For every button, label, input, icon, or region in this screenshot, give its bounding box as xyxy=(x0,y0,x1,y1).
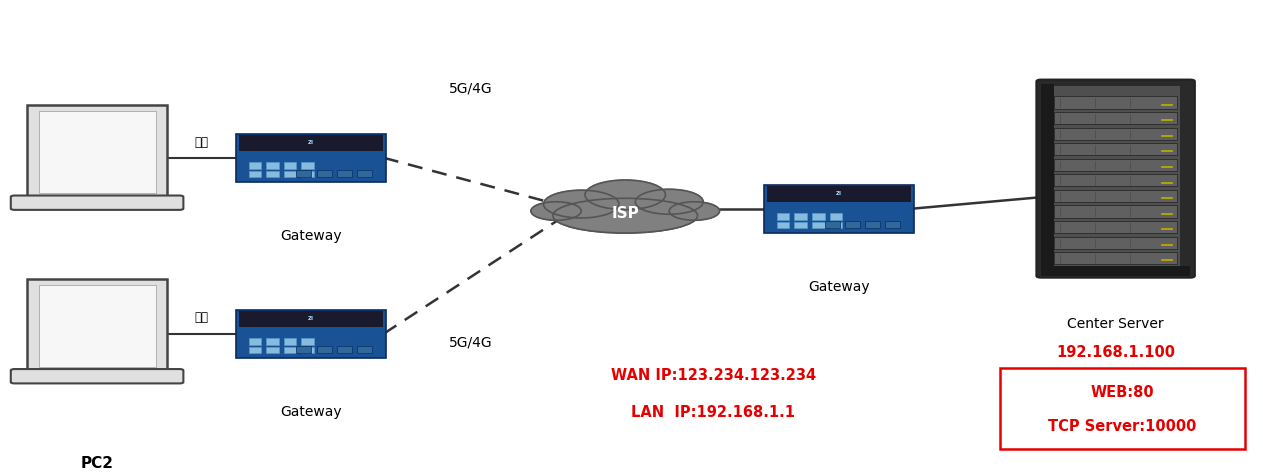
FancyBboxPatch shape xyxy=(266,163,279,169)
FancyBboxPatch shape xyxy=(1000,368,1245,449)
Text: ZI: ZI xyxy=(308,140,313,145)
FancyBboxPatch shape xyxy=(249,346,261,353)
FancyBboxPatch shape xyxy=(297,170,312,177)
FancyBboxPatch shape xyxy=(825,221,840,228)
FancyBboxPatch shape xyxy=(249,171,261,177)
FancyBboxPatch shape xyxy=(1037,80,1195,278)
FancyBboxPatch shape xyxy=(1055,252,1177,264)
Circle shape xyxy=(585,180,666,210)
FancyBboxPatch shape xyxy=(266,338,279,345)
Text: LAN  IP:192.168.1.1: LAN IP:192.168.1.1 xyxy=(632,405,796,420)
FancyBboxPatch shape xyxy=(266,171,279,177)
FancyBboxPatch shape xyxy=(794,213,807,220)
FancyBboxPatch shape xyxy=(239,135,383,151)
FancyBboxPatch shape xyxy=(1055,112,1177,124)
FancyBboxPatch shape xyxy=(1055,221,1177,233)
Ellipse shape xyxy=(553,198,697,233)
FancyBboxPatch shape xyxy=(337,346,351,353)
FancyBboxPatch shape xyxy=(284,346,297,353)
Circle shape xyxy=(669,202,720,220)
Text: 5G/4G: 5G/4G xyxy=(450,82,493,95)
Text: 网口: 网口 xyxy=(195,136,208,148)
FancyBboxPatch shape xyxy=(1052,86,1180,271)
Text: Center Server: Center Server xyxy=(1067,318,1164,331)
FancyBboxPatch shape xyxy=(764,185,914,233)
FancyBboxPatch shape xyxy=(302,163,314,169)
Text: Gateway: Gateway xyxy=(280,229,342,244)
FancyBboxPatch shape xyxy=(28,105,167,198)
FancyBboxPatch shape xyxy=(1055,128,1177,140)
Circle shape xyxy=(543,190,619,218)
FancyBboxPatch shape xyxy=(302,171,314,177)
Text: ISP: ISP xyxy=(611,206,639,221)
Text: PC2: PC2 xyxy=(81,456,114,471)
Ellipse shape xyxy=(553,198,697,233)
FancyBboxPatch shape xyxy=(777,213,789,220)
FancyBboxPatch shape xyxy=(297,346,312,353)
Circle shape xyxy=(635,189,703,214)
FancyBboxPatch shape xyxy=(249,338,261,345)
FancyBboxPatch shape xyxy=(865,221,880,228)
FancyBboxPatch shape xyxy=(337,170,351,177)
FancyBboxPatch shape xyxy=(777,222,789,228)
Text: 192.168.1.100: 192.168.1.100 xyxy=(1056,345,1175,360)
FancyBboxPatch shape xyxy=(812,222,825,228)
FancyBboxPatch shape xyxy=(356,170,371,177)
FancyBboxPatch shape xyxy=(830,213,842,220)
FancyBboxPatch shape xyxy=(249,163,261,169)
Circle shape xyxy=(530,202,581,220)
FancyBboxPatch shape xyxy=(302,338,314,345)
FancyBboxPatch shape xyxy=(1042,84,1055,273)
Text: WAN IP:123.234.123.234: WAN IP:123.234.123.234 xyxy=(611,368,816,383)
FancyBboxPatch shape xyxy=(830,222,842,228)
FancyBboxPatch shape xyxy=(284,163,297,169)
FancyBboxPatch shape xyxy=(1055,159,1177,171)
FancyBboxPatch shape xyxy=(1055,190,1177,202)
FancyBboxPatch shape xyxy=(812,213,825,220)
Text: 5G/4G: 5G/4G xyxy=(450,336,493,350)
FancyBboxPatch shape xyxy=(845,221,860,228)
Text: Gateway: Gateway xyxy=(808,281,870,294)
FancyBboxPatch shape xyxy=(356,346,371,353)
FancyBboxPatch shape xyxy=(39,111,155,193)
FancyBboxPatch shape xyxy=(1055,96,1177,109)
FancyBboxPatch shape xyxy=(236,134,385,182)
Text: PC1: PC1 xyxy=(81,280,114,295)
FancyBboxPatch shape xyxy=(794,222,807,228)
FancyBboxPatch shape xyxy=(317,170,332,177)
FancyBboxPatch shape xyxy=(885,221,901,228)
FancyBboxPatch shape xyxy=(239,310,383,327)
FancyBboxPatch shape xyxy=(1055,237,1177,249)
FancyBboxPatch shape xyxy=(28,279,167,372)
FancyBboxPatch shape xyxy=(1055,205,1177,218)
Text: WEB:80: WEB:80 xyxy=(1091,385,1154,400)
FancyBboxPatch shape xyxy=(1055,143,1177,155)
FancyBboxPatch shape xyxy=(11,369,183,383)
FancyBboxPatch shape xyxy=(236,310,385,358)
FancyBboxPatch shape xyxy=(302,346,314,353)
Text: ZI: ZI xyxy=(836,191,842,196)
FancyBboxPatch shape xyxy=(1042,265,1190,276)
Text: 网口: 网口 xyxy=(195,311,208,324)
Text: Gateway: Gateway xyxy=(280,405,342,419)
FancyBboxPatch shape xyxy=(11,195,183,210)
FancyBboxPatch shape xyxy=(284,171,297,177)
FancyBboxPatch shape xyxy=(317,346,332,353)
FancyBboxPatch shape xyxy=(767,186,912,202)
FancyBboxPatch shape xyxy=(39,285,155,367)
FancyBboxPatch shape xyxy=(284,338,297,345)
Text: ZI: ZI xyxy=(308,316,313,321)
FancyBboxPatch shape xyxy=(1055,174,1177,186)
FancyBboxPatch shape xyxy=(266,346,279,353)
Text: TCP Server:10000: TCP Server:10000 xyxy=(1048,419,1197,434)
